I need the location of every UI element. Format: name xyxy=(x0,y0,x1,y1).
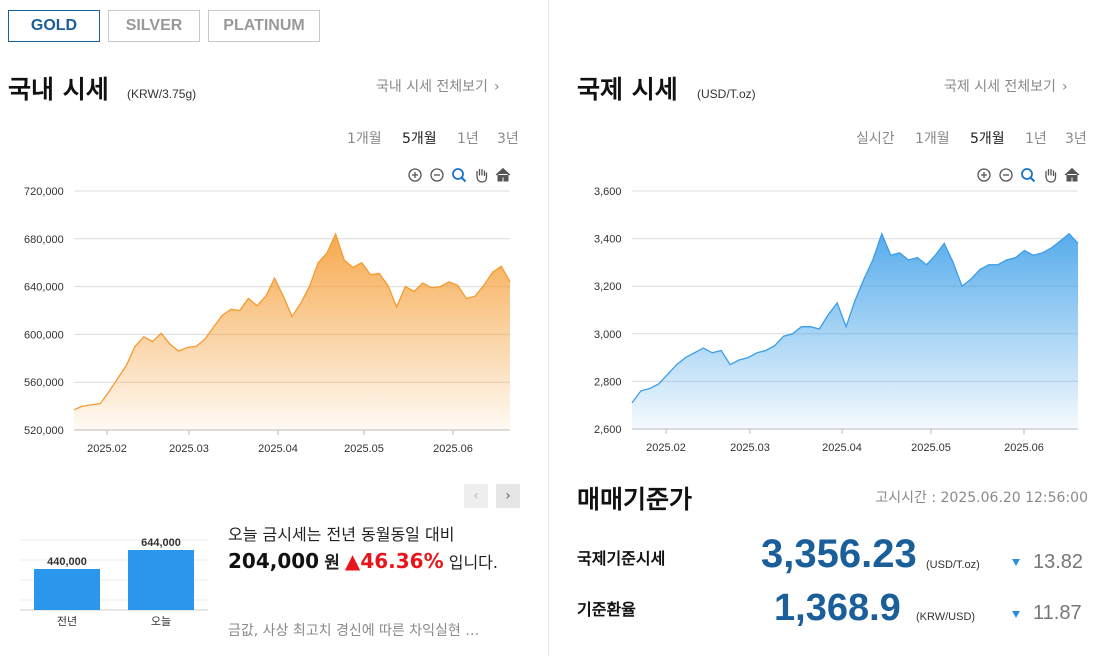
exchange-rate-delta: 11.87 xyxy=(1033,602,1082,624)
series-line xyxy=(73,232,511,411)
international-view-all-link[interactable]: 국제 시세 전체보기 › xyxy=(944,76,1068,96)
x-tick-label: 2025.02 xyxy=(87,443,127,455)
exchange-rate-unit: (KRW/USD) xyxy=(916,611,976,623)
diff-amount: 204,000 xyxy=(228,549,320,573)
intl-standard-unit: (USD/T.oz) xyxy=(926,559,980,571)
up-arrow-icon: ▲ xyxy=(344,549,361,573)
international-period-3y[interactable]: 3년 xyxy=(1065,131,1087,147)
chevron-left-icon: ‹ xyxy=(473,488,479,504)
y-tick-label: 3,400 xyxy=(594,234,622,246)
y-tick-label: 3,600 xyxy=(594,186,622,198)
y-tick-label: 560,000 xyxy=(24,377,64,389)
compare-bar-label: 오늘 xyxy=(151,615,171,628)
year-compare-chart: 440,000 전년 644,000 오늘 xyxy=(20,537,208,628)
domestic-price-chart: 720,000 680,000 640,000 600,000 560,000 520,0… xyxy=(24,186,511,455)
pan-hand-icon[interactable] xyxy=(1041,166,1059,184)
column-divider xyxy=(548,0,549,656)
prev-page-button[interactable]: ‹ xyxy=(464,484,488,508)
domestic-view-all-link[interactable]: 국내 시세 전체보기 › xyxy=(376,76,500,96)
domestic-period-1y[interactable]: 1년 xyxy=(457,131,479,147)
down-triangle-icon xyxy=(1012,611,1020,618)
y-tick-label: 3,000 xyxy=(594,329,622,341)
home-icon[interactable] xyxy=(1063,166,1081,184)
today-compare-suffix: 입니다. xyxy=(448,553,498,572)
diff-unit: 원 xyxy=(324,553,340,573)
news-headline-link[interactable]: 금값, 사상 최고치 경신에 따른 차익실현 … xyxy=(228,623,480,639)
x-tick-label: 2025.05 xyxy=(344,443,384,455)
international-chart-toolbar xyxy=(975,166,1081,184)
x-tick-label: 2025.03 xyxy=(730,442,770,454)
today-compare-prefix: 오늘 금시세는 전년 동월동일 대비 xyxy=(228,525,455,544)
compare-bar-value: 644,000 xyxy=(141,537,181,549)
zoom-out-icon[interactable] xyxy=(428,166,446,184)
international-period-5m[interactable]: 5개월 xyxy=(970,131,1005,147)
y-tick-label: 600,000 xyxy=(24,329,64,341)
y-tick-label: 640,000 xyxy=(24,282,64,294)
compare-bar xyxy=(128,550,194,610)
domestic-period-1m[interactable]: 1개월 xyxy=(347,131,382,147)
series-area xyxy=(632,233,1078,429)
zoom-select-icon[interactable] xyxy=(450,166,468,184)
domestic-view-all-label: 국내 시세 전체보기 xyxy=(376,79,488,95)
zoom-out-icon[interactable] xyxy=(997,166,1015,184)
tab-platinum[interactable]: PLATINUM xyxy=(208,10,320,42)
y-tick-label: 3,200 xyxy=(594,281,622,293)
international-view-all-label: 국제 시세 전체보기 xyxy=(944,79,1056,95)
domestic-period-5m[interactable]: 5개월 xyxy=(402,131,437,147)
exchange-rate-label: 기준환율 xyxy=(577,600,636,619)
zoom-in-icon[interactable] xyxy=(975,166,993,184)
today-compare-text: 오늘 금시세는 전년 동월동일 대비 204,000 원 ▲46.36% 입니다… xyxy=(228,522,518,576)
domestic-period-3y[interactable]: 3년 xyxy=(497,131,519,147)
chevron-right-icon: › xyxy=(1061,79,1068,95)
notice-time: 고시시간 : 2025.06.20 12:56:00 xyxy=(875,490,1088,506)
international-unit: (USD/T.oz) xyxy=(697,87,756,101)
compare-bar xyxy=(34,569,100,610)
domestic-chart-toolbar xyxy=(406,166,512,184)
series-area xyxy=(74,234,510,430)
series-line xyxy=(631,231,1079,404)
tab-gold[interactable]: GOLD xyxy=(8,10,100,42)
intl-standard-label: 국제기준시세 xyxy=(577,549,666,568)
domestic-title: 국내 시세 xyxy=(8,75,109,104)
chevron-right-icon: › xyxy=(505,488,511,504)
y-tick-label: 2,800 xyxy=(594,376,622,388)
x-tick-label: 2025.03 xyxy=(169,443,209,455)
x-tick-label: 2025.05 xyxy=(911,442,951,454)
intl-standard-delta: 13.82 xyxy=(1033,551,1084,573)
x-tick-label: 2025.06 xyxy=(1004,442,1044,454)
next-page-button[interactable]: › xyxy=(496,484,520,508)
international-period-1y[interactable]: 1년 xyxy=(1025,131,1047,147)
diff-percent: 46.36% xyxy=(360,549,444,573)
international-period-live[interactable]: 실시간 xyxy=(856,131,895,147)
y-tick-label: 720,000 xyxy=(24,186,64,198)
zoom-in-icon[interactable] xyxy=(406,166,424,184)
compare-bar-value: 440,000 xyxy=(47,556,87,568)
x-tick-label: 2025.06 xyxy=(433,443,473,455)
international-title: 국제 시세 xyxy=(577,75,678,104)
x-tick-label: 2025.04 xyxy=(258,443,298,455)
x-tick-label: 2025.04 xyxy=(822,442,862,454)
x-tick-label: 2025.02 xyxy=(646,442,686,454)
down-triangle-icon xyxy=(1012,559,1020,566)
zoom-select-icon[interactable] xyxy=(1019,166,1037,184)
international-price-chart: 3,600 3,400 3,200 3,000 2,800 2,600 2025.02 202… xyxy=(594,186,1079,454)
intl-standard-value: 3,356.23 xyxy=(761,532,917,576)
standard-price-title: 매매기준가 xyxy=(577,485,693,514)
y-tick-label: 2,600 xyxy=(594,424,622,436)
international-period-1m[interactable]: 1개월 xyxy=(915,131,950,147)
compare-bar-label: 전년 xyxy=(57,615,77,628)
home-icon[interactable] xyxy=(494,166,512,184)
exchange-rate-value: 1,368.9 xyxy=(774,587,901,629)
chevron-right-icon: › xyxy=(493,79,500,95)
domestic-unit: (KRW/3.75g) xyxy=(127,87,197,101)
y-tick-label: 680,000 xyxy=(24,234,64,246)
pan-hand-icon[interactable] xyxy=(472,166,490,184)
tab-silver[interactable]: SILVER xyxy=(108,10,200,42)
y-tick-label: 520,000 xyxy=(24,425,64,437)
